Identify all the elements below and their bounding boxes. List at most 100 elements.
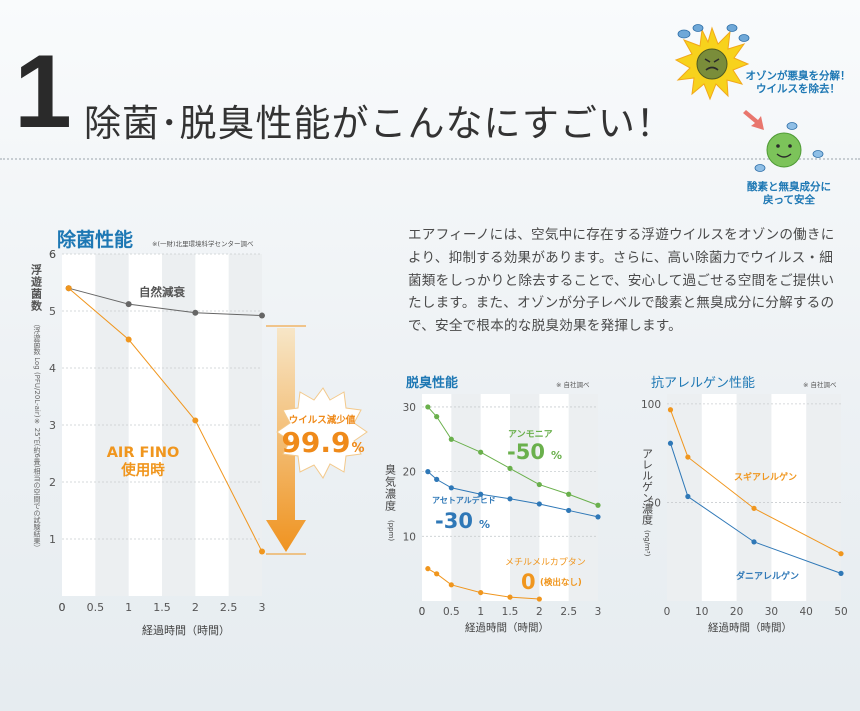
series-line xyxy=(670,443,842,574)
data-point xyxy=(425,404,431,410)
callout-line: 戻って安全 xyxy=(763,194,815,206)
data-point xyxy=(192,417,199,424)
data-point xyxy=(536,481,542,488)
sterilization-chart: 除菌性能 ※(一財)北里環境科学センター調べ 浮遊菌数 （浮遊菌数 Log (P… xyxy=(30,228,266,637)
y-axis-label: 臭気濃度 xyxy=(384,463,397,512)
data-point xyxy=(478,491,484,497)
y-tick-label: 50 xyxy=(648,497,661,509)
data-point xyxy=(595,502,601,508)
x-axis-label: 経過時間（時間） xyxy=(465,621,549,634)
series-label-ammonia: アンモニア xyxy=(508,429,553,440)
x-tick-label: 1.5 xyxy=(153,601,171,614)
callout-line: 酸素と無臭成分に xyxy=(747,181,831,193)
series-line xyxy=(670,409,842,555)
series-result-note: (検出なし) xyxy=(540,577,582,588)
data-point xyxy=(259,312,265,319)
x-tick-label: 0.5 xyxy=(87,601,105,614)
series-result-methylmercaptan: 0 xyxy=(521,570,536,594)
data-point xyxy=(536,596,542,602)
chart-title: 脱臭性能 xyxy=(406,375,458,391)
y-axis-unit: (ng/m³) xyxy=(643,530,651,557)
badge-value: 99.9 xyxy=(281,426,350,459)
data-point xyxy=(425,566,431,572)
y-tick-label: 20 xyxy=(403,467,416,479)
y-axis-label: アレルゲン濃度 xyxy=(641,448,654,526)
y-tick-label: 6 xyxy=(49,248,56,261)
ozone-callout-2: 酸素と無臭成分に 戻って安全 xyxy=(736,181,842,207)
series-line xyxy=(427,406,599,506)
callout-line: オゾンが悪臭を分解！ xyxy=(745,70,851,82)
series-line xyxy=(427,471,599,518)
data-point xyxy=(125,301,132,308)
x-tick-label: 3 xyxy=(259,601,266,614)
x-tick-label: 40 xyxy=(800,606,813,618)
plot-band xyxy=(568,394,598,601)
x-tick-label: 0 xyxy=(59,601,66,614)
data-point xyxy=(125,336,132,343)
plot-band xyxy=(806,394,841,601)
series-label-methylmercaptan: メチルメルカプタン xyxy=(505,557,586,568)
data-point xyxy=(478,589,484,596)
series-label-acetaldehyde: アセトアルデヒド xyxy=(432,495,496,505)
x-tick-label: 2 xyxy=(536,606,543,618)
data-point xyxy=(685,454,691,460)
x-tick-label: 0 xyxy=(59,601,66,614)
data-point xyxy=(838,570,844,576)
data-point xyxy=(259,548,265,555)
x-tick-label: 1 xyxy=(477,606,484,618)
plot-band xyxy=(736,394,772,601)
plot-area xyxy=(62,253,262,596)
data-point xyxy=(507,496,513,502)
x-tick-label: 50 xyxy=(834,606,847,618)
plot-band xyxy=(510,394,540,601)
y-tick-label: 6 xyxy=(49,248,56,261)
y-tick-label: 5 xyxy=(49,305,56,318)
y-tick-label: 3 xyxy=(49,419,56,432)
data-point xyxy=(448,485,454,491)
x-tick-label: 0 xyxy=(664,606,671,618)
arrow-down-right-icon xyxy=(743,110,764,130)
smile-face-icon xyxy=(766,132,802,168)
data-point xyxy=(507,465,513,471)
plot-band xyxy=(451,394,481,601)
page-title: 除菌･脱臭性能がこんなにすごい！ xyxy=(84,102,674,145)
data-point xyxy=(595,514,601,520)
x-tick-label: 1 xyxy=(125,601,132,614)
dotted-divider xyxy=(0,158,860,160)
series-label-cedar: スギアレルゲン xyxy=(734,471,797,483)
oxygen-smile-illustration xyxy=(754,122,824,172)
x-tick-label: 1.5 xyxy=(502,606,519,618)
series-result-acetaldehyde: -30 xyxy=(435,509,473,533)
data-point xyxy=(192,309,199,316)
description-text: エアフィーノには、空気中に存在する浮遊ウイルスをオゾンの働きにより、抑制する効果… xyxy=(408,227,835,335)
y-tick-label: 100 xyxy=(641,399,661,411)
data-point xyxy=(566,507,572,514)
y-tick-label: 4 xyxy=(49,362,56,375)
series-result-unit: % xyxy=(479,518,490,531)
series-label-airfino-sub: 使用時 xyxy=(120,461,165,479)
data-point xyxy=(478,449,484,455)
plot-area xyxy=(667,394,841,601)
chart-source-note: ※ 自社調べ xyxy=(556,380,590,389)
arrow-down-icon xyxy=(266,328,306,552)
x-axis-label: 経過時間（時間） xyxy=(708,621,792,634)
data-point xyxy=(448,436,454,442)
data-point xyxy=(434,571,440,577)
y-tick-label: 10 xyxy=(403,531,416,543)
series-line xyxy=(68,287,263,317)
data-point xyxy=(685,493,691,500)
badge-unit: % xyxy=(351,441,364,456)
data-point xyxy=(507,594,513,600)
series-line xyxy=(68,287,263,552)
plot-band xyxy=(228,254,262,596)
data-point xyxy=(448,582,454,588)
chart-title: 除菌性能 xyxy=(57,228,133,251)
chart-title: 抗アレルゲン性能 xyxy=(651,376,755,391)
data-point xyxy=(434,476,440,482)
badge-label: ウイルス減少値 xyxy=(289,414,356,426)
x-tick-label: 2.5 xyxy=(220,601,238,614)
data-point xyxy=(751,539,757,545)
starburst-icon xyxy=(674,26,750,101)
x-tick-label: 2.5 xyxy=(560,606,577,618)
